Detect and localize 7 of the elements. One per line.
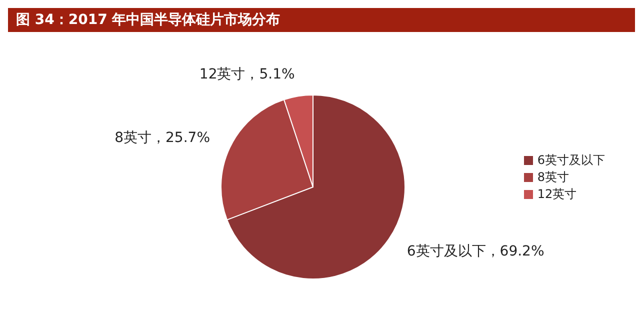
chart-title: 图 34：2017 年中国半导体硅片市场分布 <box>8 8 635 32</box>
legend-label: 12英寸 <box>537 186 577 200</box>
data-label: 8英寸，25.7% <box>114 130 210 146</box>
data-label: 12英寸，5.1% <box>199 66 295 82</box>
legend-label: 6英寸及以下 <box>537 152 605 166</box>
legend-label: 8英寸 <box>537 170 569 184</box>
data-label: 6英寸及以下，69.2% <box>406 244 544 260</box>
